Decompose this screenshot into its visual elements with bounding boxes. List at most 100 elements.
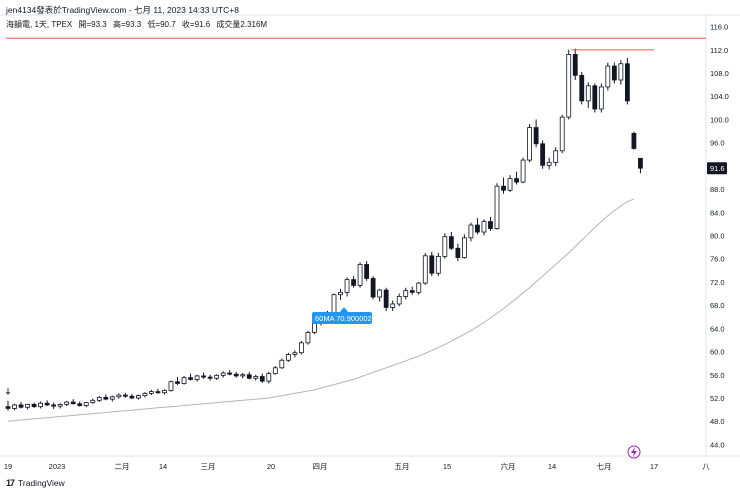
candle[interactable] [501,177,506,194]
candle[interactable] [416,281,422,295]
candle[interactable] [546,157,552,170]
candle[interactable] [605,62,611,91]
candle[interactable] [488,216,493,231]
candle[interactable] [96,396,102,403]
candle[interactable] [625,57,630,105]
candle[interactable] [364,261,370,281]
candle[interactable] [383,287,389,311]
candle[interactable] [142,392,148,398]
tradingview-logo[interactable]: 17 [6,478,15,488]
candle[interactable] [514,171,519,185]
candle[interactable] [103,394,109,401]
candle[interactable] [298,341,304,355]
candle[interactable] [579,71,585,105]
candle[interactable] [25,403,30,410]
candle[interactable] [240,373,246,379]
candle[interactable] [520,157,526,184]
candle[interactable] [90,398,96,404]
candle[interactable] [475,218,480,235]
candle[interactable] [507,175,513,192]
candle[interactable] [207,374,213,381]
candle[interactable] [220,371,226,378]
candle[interactable] [638,157,643,174]
candle[interactable] [540,140,546,169]
candle[interactable] [455,243,461,262]
candle[interactable] [566,49,572,120]
candle[interactable] [292,350,298,358]
candle[interactable] [201,372,207,379]
candle[interactable] [227,370,233,376]
candle[interactable] [31,402,37,408]
candle[interactable] [44,400,50,407]
candle[interactable] [468,222,474,242]
candle[interactable] [553,147,559,166]
candle[interactable] [285,352,291,362]
candle[interactable] [188,373,193,381]
symbol-name[interactable]: 海韻電, 1天, TPEX [6,20,73,29]
candle[interactable] [175,377,180,386]
candle[interactable] [279,358,285,369]
candle[interactable] [494,183,500,230]
candle[interactable] [135,394,141,400]
candle[interactable] [5,400,11,411]
candle[interactable] [527,124,532,163]
candle[interactable] [155,388,161,394]
candle[interactable] [149,389,154,396]
candle[interactable] [409,286,415,295]
candle[interactable] [181,375,187,385]
candle[interactable] [370,276,376,300]
candle[interactable] [272,366,278,375]
candle[interactable] [631,131,637,150]
candle[interactable] [162,389,167,395]
candle[interactable] [266,371,272,384]
candle[interactable] [448,232,454,251]
candle[interactable] [357,262,363,288]
candle[interactable] [77,401,83,407]
candle[interactable] [435,252,441,277]
candle[interactable] [116,393,122,399]
candle[interactable] [83,402,89,408]
candle[interactable] [611,62,617,84]
candle[interactable] [461,234,467,259]
candle[interactable] [64,400,70,407]
lightning-bolt-icon[interactable] [627,445,641,459]
candle[interactable] [18,402,24,409]
candle[interactable] [122,392,128,398]
candle[interactable] [70,399,76,405]
time-axis[interactable]: 19 2023 二月 14 三月 20 四月 五月 15 六月 14 七月 17 八 [4,461,710,471]
candle[interactable] [377,288,383,302]
tradingview-brand[interactable]: TradingView [18,478,65,488]
candle[interactable] [57,403,63,409]
candle[interactable] [618,60,624,85]
candle[interactable] [429,251,435,277]
candle[interactable] [259,373,265,383]
candle[interactable] [481,219,487,236]
candle[interactable] [396,293,402,307]
candle[interactable] [344,277,350,297]
candle[interactable] [422,252,428,285]
candle[interactable] [403,287,409,300]
candle[interactable] [598,83,604,113]
price-axis[interactable]: 44.0 48.0 52.0 56.0 60.0 64.0 68.0 72.0 76.0 80.0… [707,23,729,450]
candle[interactable] [168,380,174,392]
candle[interactable] [214,374,220,380]
candle[interactable] [253,374,259,381]
candle[interactable] [246,371,252,380]
candle[interactable] [12,403,17,411]
candle[interactable] [533,119,539,148]
candle[interactable] [38,401,43,409]
candle[interactable] [351,276,356,288]
candle[interactable] [442,233,448,259]
candle[interactable] [592,83,598,113]
candle[interactable] [109,395,115,402]
candle[interactable] [390,300,396,311]
candle[interactable] [129,393,135,400]
candle[interactable] [305,330,311,345]
candle[interactable] [233,371,239,378]
candle[interactable] [51,402,57,409]
candle[interactable] [194,374,200,382]
candle[interactable] [572,48,578,80]
candle[interactable] [559,114,565,154]
candle[interactable] [338,288,343,300]
